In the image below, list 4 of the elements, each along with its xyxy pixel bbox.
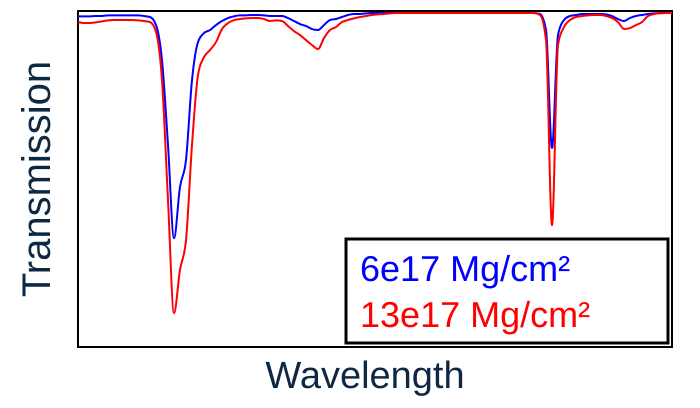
text: 13e17 Mg/cm² (360, 294, 590, 335)
text: 6e17 Mg/cm² (360, 248, 570, 289)
x-axis-title: Wavelength (265, 355, 465, 397)
y-axis-title: Transmission (15, 60, 59, 298)
